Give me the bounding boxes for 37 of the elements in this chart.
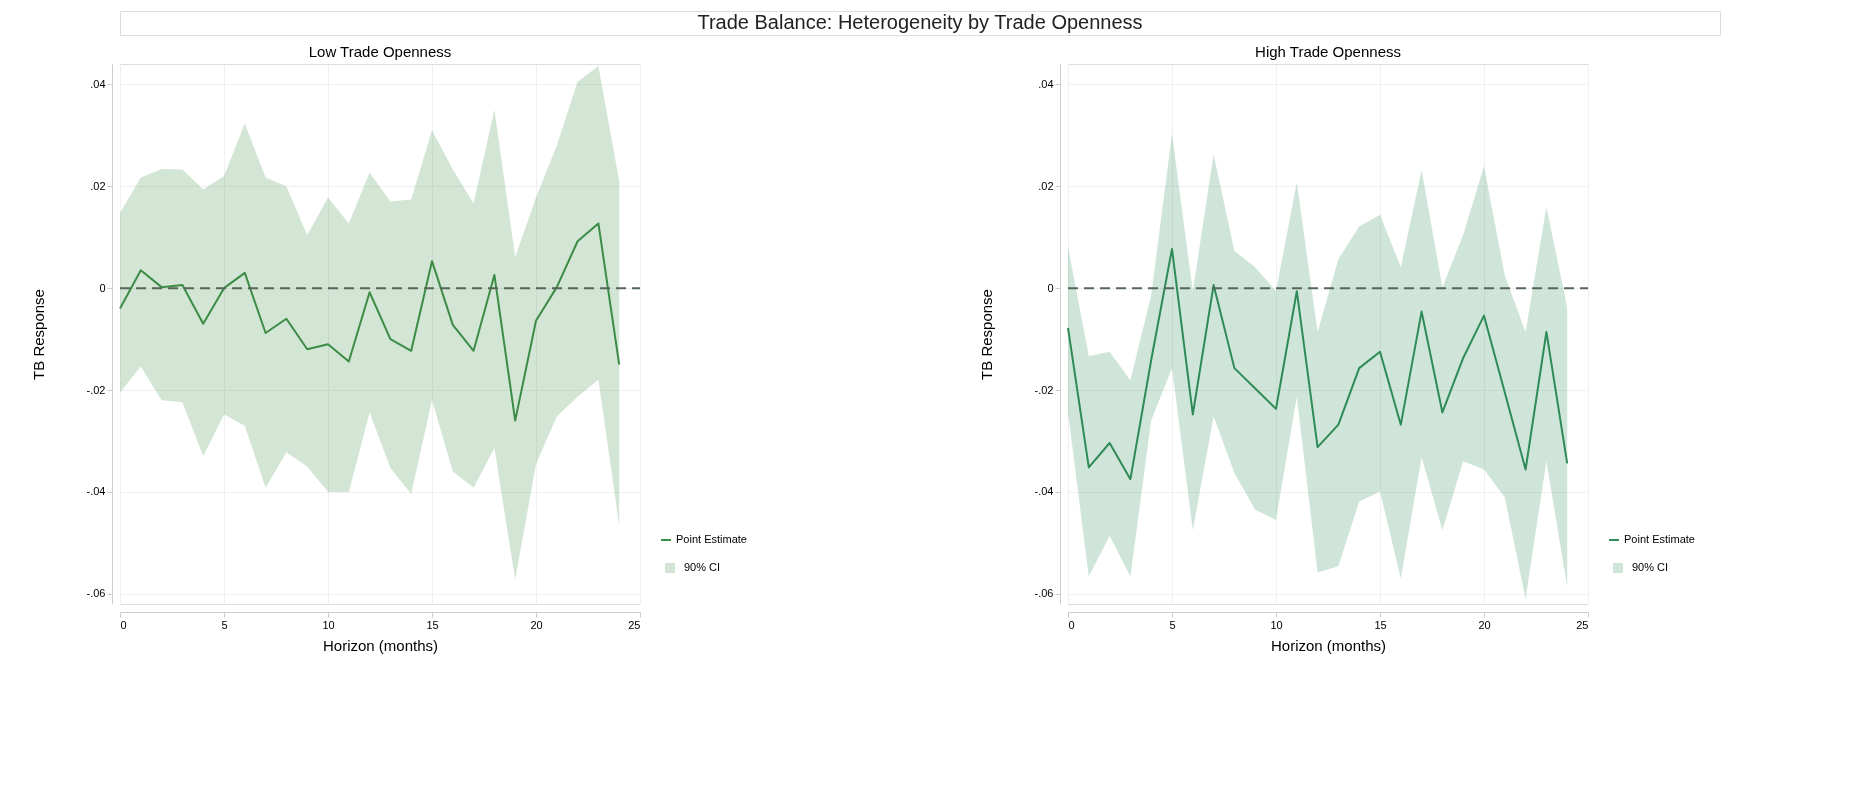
y-axis-title: TB Response	[977, 289, 995, 380]
x-tick-label: 10	[1270, 618, 1283, 631]
y-axis-title: TB Response	[29, 289, 47, 380]
legend-label: Point Estimate	[676, 533, 747, 545]
line-series	[119, 222, 621, 422]
x-axis-title: Horizon (months)	[322, 636, 439, 654]
x-tick-label: 0	[120, 618, 127, 631]
y-tick-label: -.04	[86, 485, 106, 498]
y-tick-label: -.02	[86, 383, 106, 396]
y-tick-label: .02	[1038, 179, 1054, 192]
chart-title: Low Trade Openness	[308, 43, 452, 60]
x-tick-label: 25	[628, 618, 641, 631]
x-tick-label: 5	[1169, 618, 1176, 631]
text: 90% CI	[1632, 561, 1669, 573]
x-tick-label: 5	[221, 618, 228, 631]
text: Trade Balance: Heterogeneity by Trade Openness	[697, 11, 1143, 33]
x-tick-label: 15	[1374, 618, 1387, 631]
y-tick-label: 0	[1047, 281, 1054, 294]
x-tick-label: 10	[322, 618, 335, 631]
x-tick-label: 0	[1068, 618, 1075, 631]
x-tick-label: 25	[1576, 618, 1589, 631]
y-tick-label: .04	[1038, 77, 1054, 90]
y-tick-label: -.06	[86, 587, 106, 600]
x-tick-label: 20	[530, 618, 543, 631]
y-tick-label: .04	[90, 77, 106, 90]
y-tick-label: -.04	[1034, 485, 1054, 498]
chart-title: High Trade Openness	[1255, 43, 1401, 60]
text: 90% CI	[684, 561, 721, 573]
line-series	[1067, 247, 1569, 481]
y-tick-label: .02	[90, 179, 106, 192]
y-tick-label: -.06	[1034, 587, 1054, 600]
x-tick-label: 15	[426, 618, 439, 631]
y-tick-label: -.02	[1034, 383, 1054, 396]
y-tick-label: 0	[99, 281, 106, 294]
x-axis-title: Horizon (months)	[1270, 636, 1387, 654]
legend-label: Point Estimate	[1624, 533, 1695, 545]
x-tick-label: 20	[1478, 618, 1491, 631]
